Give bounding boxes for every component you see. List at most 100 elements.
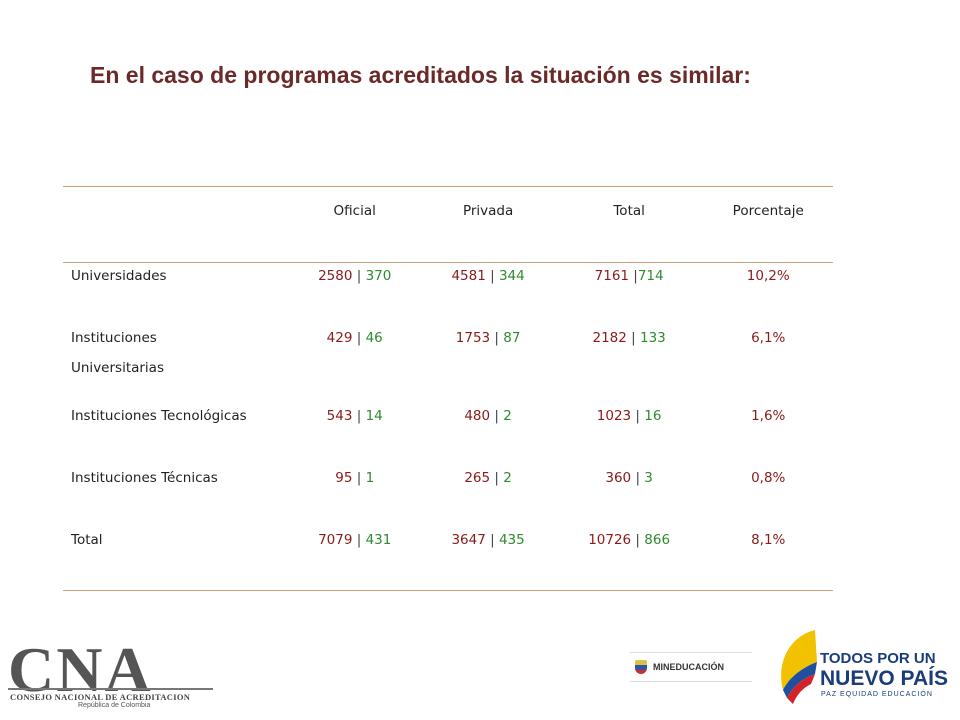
cell-privada-programs: 4581 xyxy=(451,268,486,284)
cell-total-accredited: 3 xyxy=(644,470,653,486)
cell-privada: 480 | 2 xyxy=(421,407,554,469)
cell-oficial: 95 | 1 xyxy=(288,469,421,531)
cna-logo-subtitle: CONSEJO NACIONAL DE ACREDITACION xyxy=(10,692,191,702)
cell-separator: | xyxy=(485,532,499,548)
shield-icon xyxy=(635,660,647,674)
cell-total-accredited: 714 xyxy=(637,268,664,284)
cell-oficial: 543 | 14 xyxy=(288,407,421,469)
cell-oficial-accredited: 46 xyxy=(365,330,383,346)
cell-privada-accredited: 2 xyxy=(503,408,512,424)
cell-total-programs: 7161 xyxy=(594,268,629,284)
cell-privada-programs: 1753 xyxy=(455,330,491,346)
header-porcentaje: Porcentaje xyxy=(732,203,804,219)
cell-separator: | xyxy=(490,330,504,346)
header-privada: Privada xyxy=(462,203,514,219)
cell-separator: | xyxy=(352,532,366,548)
row-label-text: Total xyxy=(71,532,103,548)
accreditation-table: Oficial Privada Total Porcentaje Univers… xyxy=(63,188,833,575)
header-bottom-rule xyxy=(63,262,833,263)
cell-separator: | xyxy=(490,470,504,486)
table-row: Instituciones Universitarias 429 | 46 1753 … xyxy=(63,329,833,407)
table-top-rule xyxy=(63,186,833,187)
cell-privada: 1753 | 87 xyxy=(421,329,554,407)
cna-logo-country: República de Colombia xyxy=(78,702,151,709)
cell-separator: | xyxy=(490,408,504,424)
cell-oficial-programs: 429 xyxy=(326,330,353,346)
cell-total-programs: 360 xyxy=(605,470,632,486)
cell-separator: | xyxy=(626,330,640,346)
cell-total: 10726 | 866 xyxy=(555,531,704,575)
table-row: Universidades 2580 | 370 4581 | 344 7161 |7… xyxy=(63,267,833,329)
row-label: Universidades xyxy=(63,267,288,329)
cell-porcentaje: 1,6% xyxy=(751,408,786,424)
table-row: Total 7079 | 431 3647 | 435 10726 | 866 8,1% xyxy=(63,531,833,575)
cell-total: 360 | 3 xyxy=(555,469,704,531)
header-blank xyxy=(63,188,288,235)
row-label: Total xyxy=(63,531,288,575)
cell-total-programs: 2182 xyxy=(592,330,627,346)
cell-total: 7161 |714 xyxy=(555,267,704,329)
cna-logo-line xyxy=(8,688,213,690)
header-total: Total xyxy=(613,203,645,219)
cell-privada-accredited: 87 xyxy=(503,330,521,346)
row-label-text-line2: Universitarias xyxy=(71,360,164,376)
cell-total-accredited: 866 xyxy=(644,532,671,548)
row-label-text: Instituciones Técnicas xyxy=(71,470,218,486)
cell-oficial-accredited: 14 xyxy=(365,408,383,424)
cell-porcentaje: 0,8% xyxy=(751,470,786,486)
cell-separator: | xyxy=(631,532,645,548)
cell-total-programs: 1023 xyxy=(596,408,632,424)
todos-line1: TODOS POR UN xyxy=(820,650,936,667)
cell-separator: | xyxy=(352,268,366,284)
cell-separator: | xyxy=(352,408,366,424)
cell-privada-programs: 480 xyxy=(464,408,491,424)
cell-porcentaje: 6,1% xyxy=(751,330,786,346)
cell-privada-accredited: 435 xyxy=(498,532,525,548)
cell-total-programs: 10726 xyxy=(588,532,632,548)
cell-oficial: 2580 | 370 xyxy=(288,267,421,329)
cell-privada: 4581 | 344 xyxy=(421,267,554,329)
header-oficial: Oficial xyxy=(333,203,376,219)
cell-privada: 3647 | 435 xyxy=(421,531,554,575)
cell-porcentaje: 8,1% xyxy=(751,532,786,548)
cell-total: 1023 | 16 xyxy=(555,407,704,469)
cell-total: 2182 | 133 xyxy=(555,329,704,407)
cell-porcentaje: 10,2% xyxy=(746,268,790,284)
cell-separator: | xyxy=(352,470,366,486)
cna-logo-letters: CNA xyxy=(8,634,153,705)
cell-separator: | xyxy=(631,408,645,424)
cell-privada-accredited: 2 xyxy=(503,470,512,486)
table-bottom-rule xyxy=(63,590,833,591)
row-label-text: Universidades xyxy=(71,268,167,284)
cell-oficial-accredited: 1 xyxy=(365,470,375,486)
row-label-text: Instituciones Tecnológicas xyxy=(71,408,247,424)
cell-oficial-programs: 543 xyxy=(326,408,353,424)
cell-oficial: 7079 | 431 xyxy=(288,531,421,575)
cell-oficial-programs: 2580 xyxy=(318,268,353,284)
todos-por-un-nuevo-pais-logo: TODOS POR UN NUEVO PAÍS PAZ EQUIDAD EDUC… xyxy=(775,628,955,708)
cell-separator: | xyxy=(629,268,638,284)
cell-privada: 265 | 2 xyxy=(421,469,554,531)
flag-swoosh-icon xyxy=(781,630,817,704)
cell-oficial-programs: 7079 xyxy=(318,532,353,548)
cell-privada-programs: 3647 xyxy=(451,532,486,548)
cell-separator: | xyxy=(352,330,366,346)
cell-privada-programs: 265 xyxy=(464,470,491,486)
cell-oficial-programs: 95 xyxy=(335,470,353,486)
mineducacion-logo: MINEDUCACIÓN xyxy=(630,652,752,682)
table-header-row: Oficial Privada Total Porcentaje xyxy=(63,188,833,235)
cell-privada-accredited: 344 xyxy=(498,268,525,284)
row-label: Instituciones Técnicas xyxy=(63,469,288,531)
page-title: En el caso de programas acreditados la s… xyxy=(90,62,751,88)
cell-total-accredited: 133 xyxy=(639,330,666,346)
mineducacion-text: MINEDUCACIÓN xyxy=(653,662,724,672)
row-label: Instituciones Tecnológicas xyxy=(63,407,288,469)
todos-line2: NUEVO PAÍS xyxy=(820,667,948,690)
table-row: Instituciones Tecnológicas 543 | 14 480 | … xyxy=(63,407,833,469)
cell-oficial: 429 | 46 xyxy=(288,329,421,407)
cna-logo: CNA CONSEJO NACIONAL DE ACREDITACION Rep… xyxy=(8,634,218,710)
row-label-text: Instituciones xyxy=(71,330,157,346)
cell-oficial-accredited: 431 xyxy=(365,532,392,548)
row-label: Instituciones Universitarias xyxy=(63,329,288,407)
todos-line3: PAZ EQUIDAD EDUCACIÓN xyxy=(821,691,933,698)
